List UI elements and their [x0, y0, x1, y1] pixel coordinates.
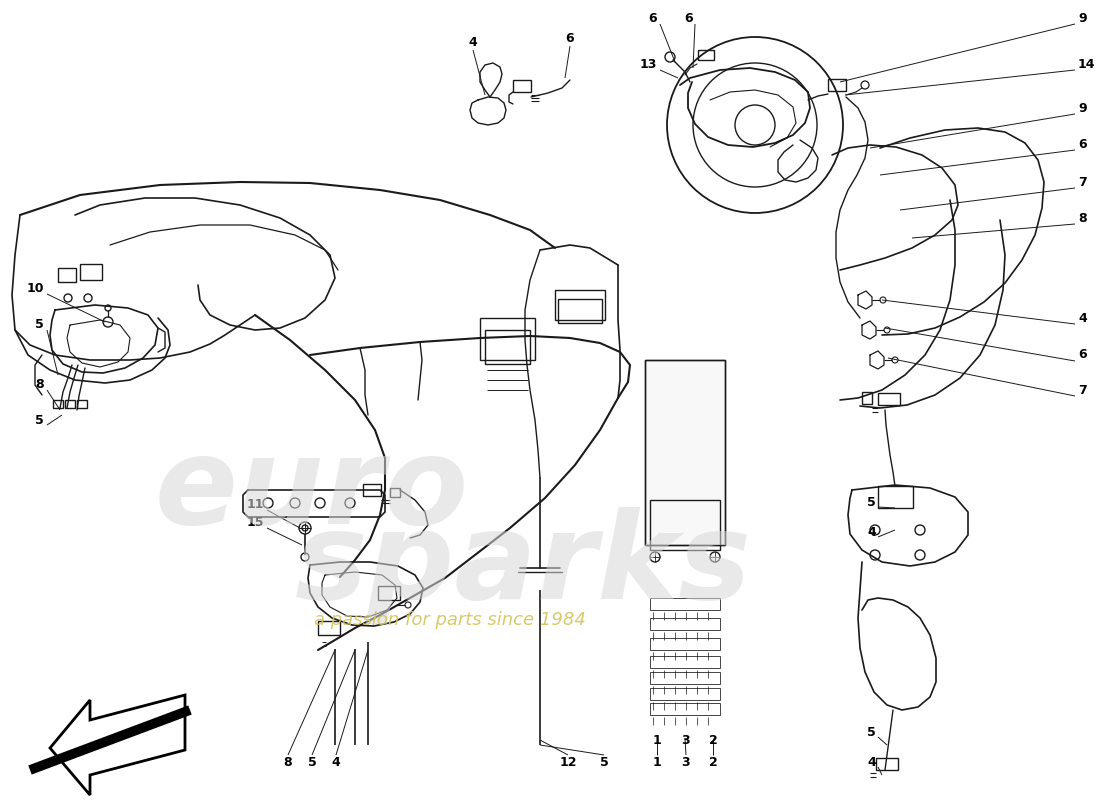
Text: 11: 11 [246, 498, 264, 511]
Bar [485, 330, 530, 364]
Text: 2: 2 [708, 734, 717, 746]
Text: 8: 8 [284, 755, 293, 769]
Text: 3: 3 [681, 734, 690, 746]
Text: 13: 13 [639, 58, 657, 71]
Bar [876, 758, 898, 770]
Bar [878, 393, 900, 405]
Text: 4: 4 [331, 755, 340, 769]
Text: 5: 5 [867, 726, 876, 738]
Text: 9: 9 [1078, 102, 1087, 114]
Bar [77, 400, 87, 408]
Text: 2: 2 [708, 755, 717, 769]
Text: 12: 12 [559, 755, 576, 769]
Text: 5: 5 [867, 495, 876, 509]
Bar [878, 486, 913, 508]
Text: 15: 15 [246, 515, 264, 529]
Bar [53, 400, 63, 408]
Text: 7: 7 [1078, 175, 1087, 189]
Text: 3: 3 [682, 755, 691, 769]
Bar [645, 360, 725, 545]
Text: 10: 10 [26, 282, 44, 294]
Bar [650, 672, 721, 684]
Text: 8: 8 [1078, 211, 1087, 225]
Bar [318, 621, 340, 635]
Text: 6: 6 [1078, 138, 1087, 151]
Bar [650, 656, 721, 668]
Text: 1: 1 [652, 755, 661, 769]
Text: 5: 5 [35, 414, 44, 426]
Bar [80, 264, 102, 280]
Text: 8: 8 [35, 378, 44, 391]
Bar [378, 586, 400, 600]
Bar [650, 598, 721, 610]
Text: 4: 4 [469, 35, 477, 49]
Text: 7: 7 [1078, 383, 1087, 397]
Bar [65, 400, 75, 408]
Bar [480, 318, 535, 360]
Text: euro: euro [155, 431, 469, 549]
Text: sparks: sparks [295, 506, 752, 623]
Text: 6: 6 [565, 31, 574, 45]
Bar [862, 392, 872, 404]
Bar [645, 360, 725, 545]
Bar [698, 50, 714, 60]
Bar [363, 484, 381, 496]
Text: 5: 5 [600, 755, 608, 769]
Text: a passion for parts since 1984: a passion for parts since 1984 [315, 611, 586, 629]
Text: 14: 14 [1078, 58, 1096, 71]
Bar [828, 79, 846, 91]
Text: 5: 5 [35, 318, 44, 331]
Text: 1: 1 [652, 734, 661, 746]
Bar [650, 618, 721, 630]
Text: 4: 4 [1078, 311, 1087, 325]
Text: 9: 9 [1078, 11, 1087, 25]
Text: 6: 6 [648, 11, 657, 25]
Bar [650, 500, 721, 550]
Text: 4: 4 [867, 526, 876, 538]
Bar [558, 299, 602, 323]
Bar [513, 80, 531, 92]
Bar [650, 638, 721, 650]
Text: 6: 6 [684, 11, 693, 25]
Text: 6: 6 [1078, 349, 1087, 362]
Bar [390, 488, 400, 497]
Text: 4: 4 [867, 755, 876, 769]
Bar [58, 268, 76, 282]
Bar [650, 688, 721, 700]
Bar [556, 290, 605, 320]
Text: 5: 5 [308, 755, 317, 769]
Bar [650, 703, 721, 715]
